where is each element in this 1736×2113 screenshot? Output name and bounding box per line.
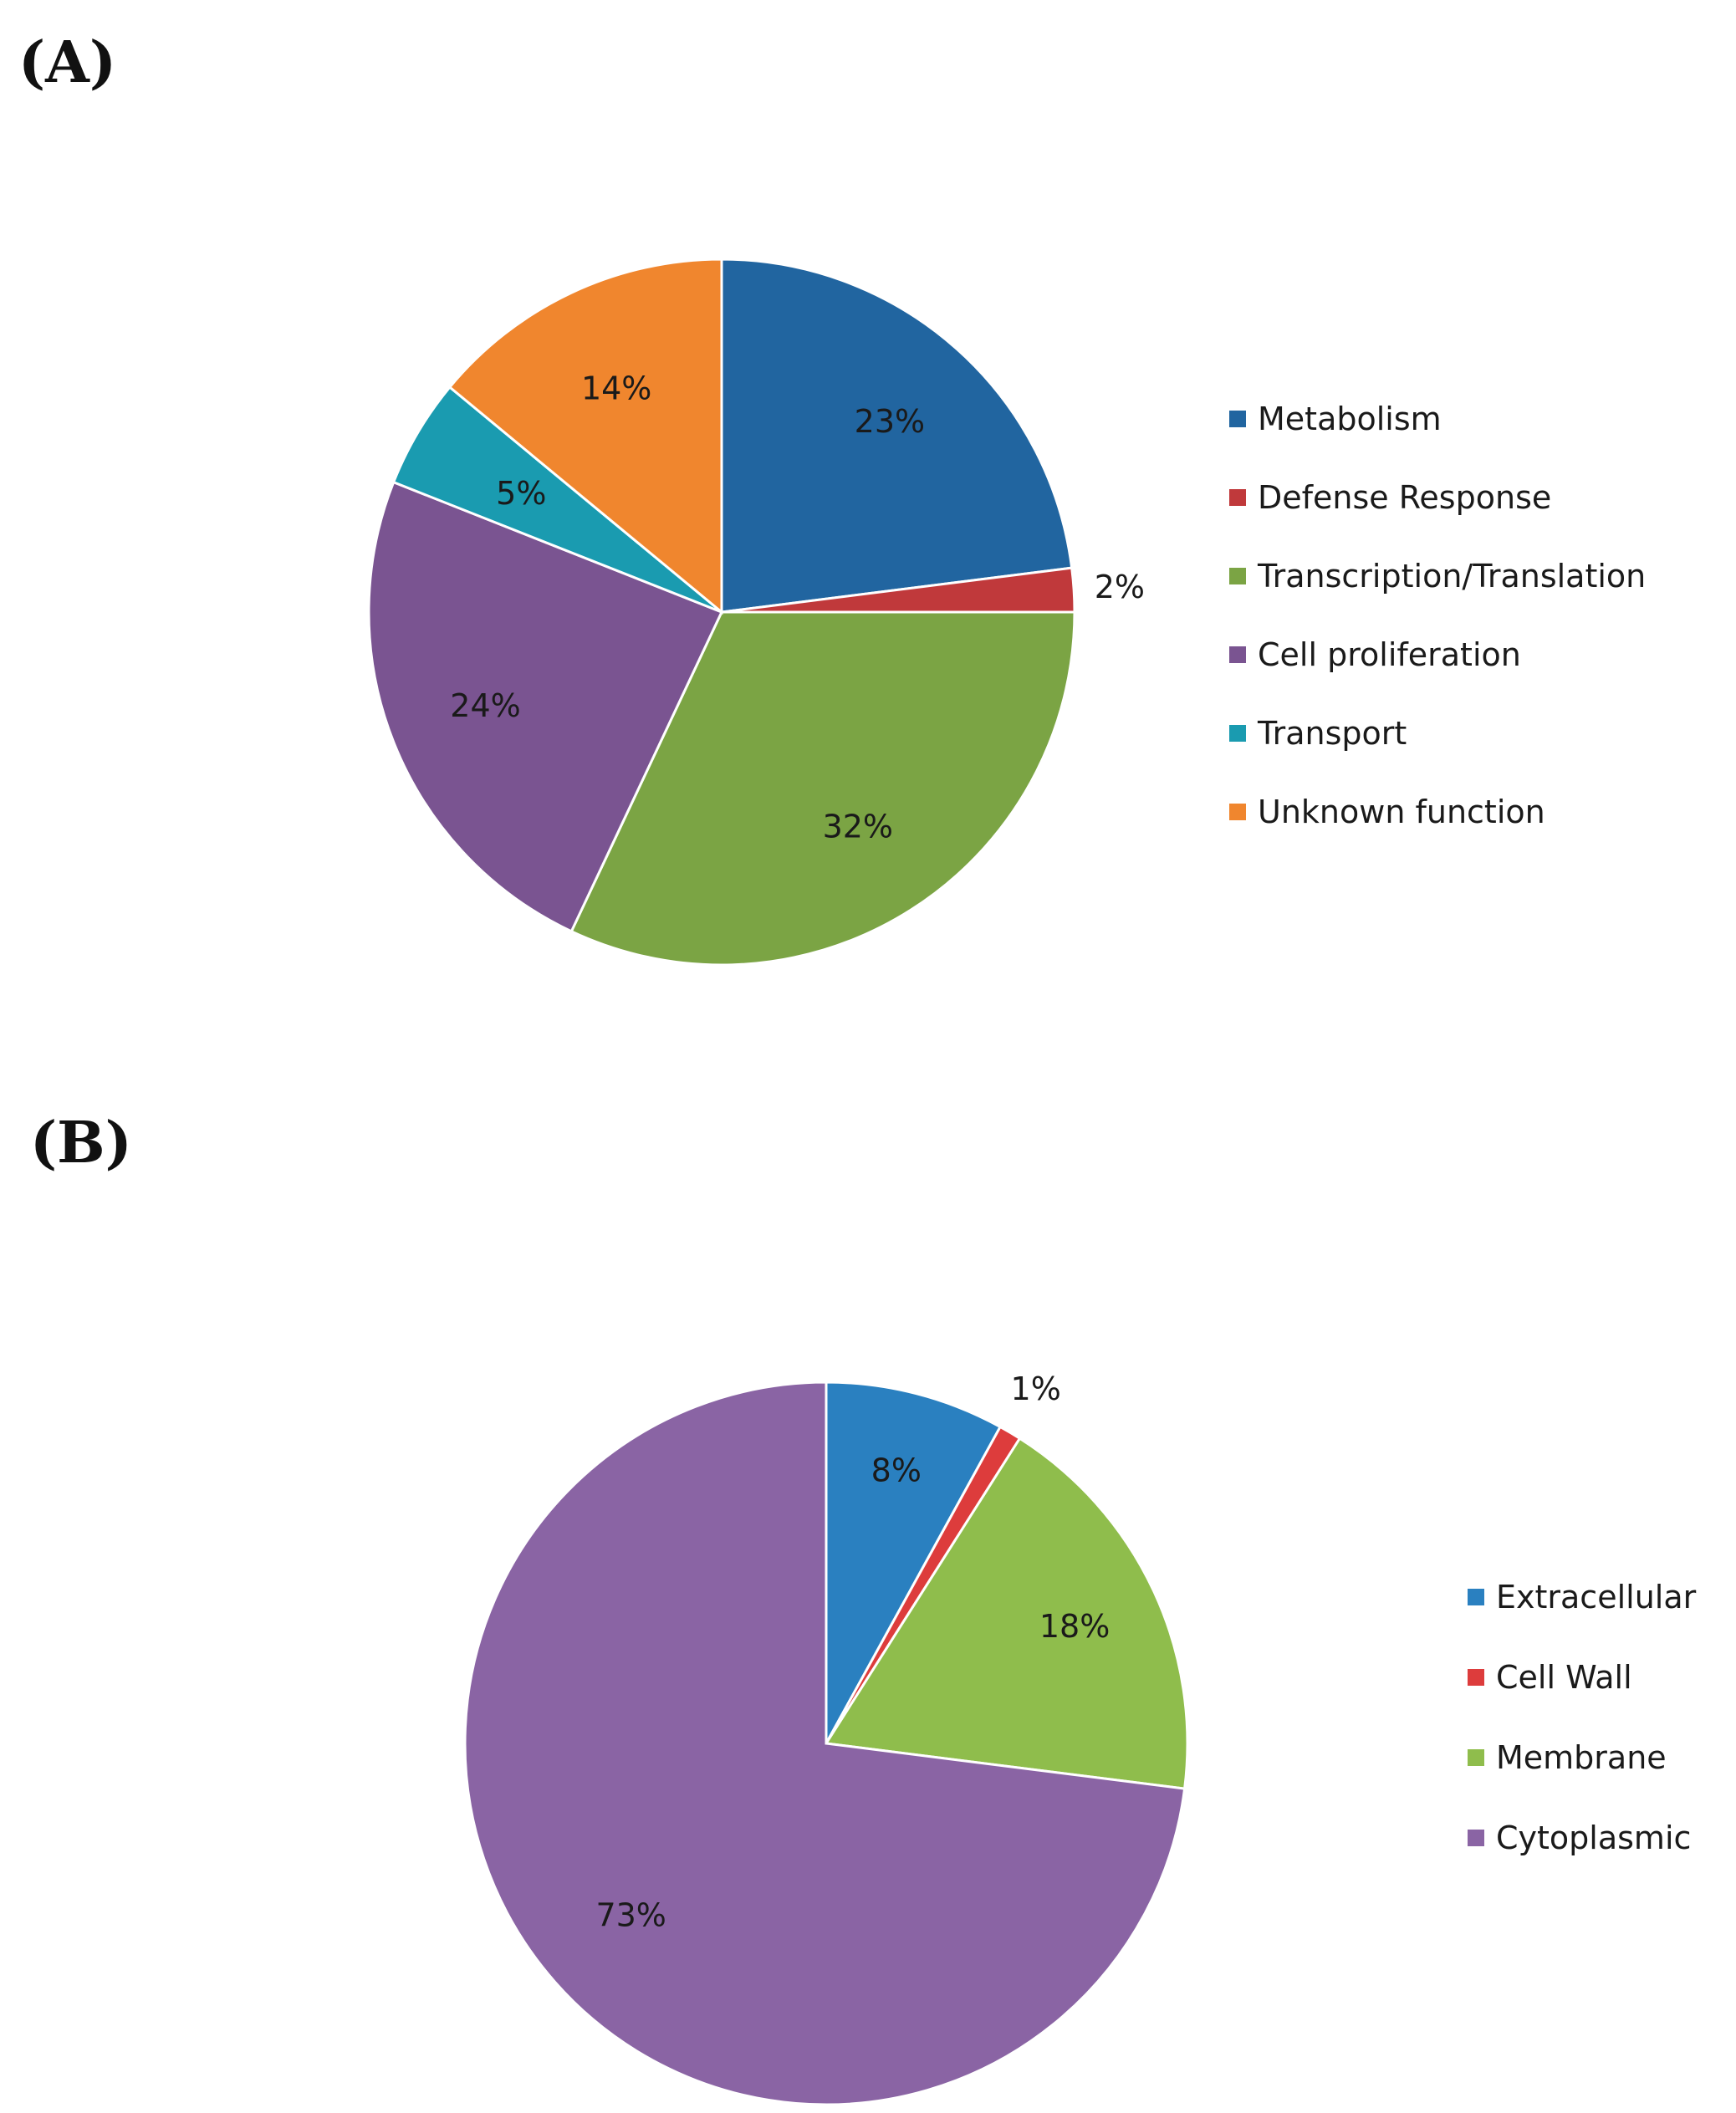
- panel-a: (A) 23% 2% 32% 24% 5% 14% Metabolism Defense R…: [18, 29, 1646, 967]
- data-label-membrane: 18%: [1039, 1608, 1110, 1645]
- data-label-extracellular: 8%: [871, 1452, 922, 1489]
- pie-chart-b: 8% 1% 18% 73%: [463, 1370, 1189, 2106]
- legend-label-defense-response: Defense Response: [1258, 479, 1551, 516]
- pie-slice-transcription-translation: [569, 610, 1076, 967]
- pie-slice-extracellular: [825, 1381, 1003, 1744]
- legend-label-metabolism: Metabolism: [1258, 401, 1442, 437]
- data-label-transport: 5%: [496, 475, 546, 512]
- legend-label-transcription-translation: Transcription/Translation: [1257, 558, 1646, 595]
- legend-swatch-membrane: [1468, 1749, 1484, 1766]
- data-label-unknown-function: 14%: [581, 370, 651, 407]
- legend-swatch-transcription-translation: [1229, 568, 1246, 584]
- legend-a: Metabolism Defense Response Transcription/…: [1229, 401, 1646, 830]
- legend-label-cell-wall: Cell Wall: [1496, 1659, 1632, 1696]
- legend-swatch-metabolism: [1229, 411, 1246, 427]
- data-label-defense-response: 2%: [1095, 569, 1145, 605]
- legend-swatch-cell-proliferation: [1229, 646, 1246, 663]
- pie-slice-cytoplasmic: [463, 1381, 1187, 2106]
- legend-label-unknown-function: Unknown function: [1258, 794, 1545, 830]
- legend-b: Extracellular Cell Wall Membrane Cytoplasmi…: [1468, 1579, 1697, 1856]
- legend-label-cell-proliferation: Cell proliferation: [1258, 636, 1521, 673]
- legend-label-cytoplasmic: Cytoplasmic: [1496, 1820, 1691, 1856]
- legend-swatch-cell-wall: [1468, 1669, 1484, 1686]
- data-label-cell-wall: 1%: [1011, 1370, 1061, 1407]
- legend-swatch-defense-response: [1229, 489, 1246, 506]
- data-label-transcription-translation: 32%: [823, 809, 893, 845]
- legend-label-transport: Transport: [1257, 715, 1407, 752]
- panel-b-label: (B): [30, 1110, 132, 1176]
- pie-slice-membrane: [824, 1437, 1189, 1790]
- data-label-metabolism: 23%: [855, 403, 925, 440]
- data-label-cell-proliferation: 24%: [450, 687, 520, 724]
- pie-chart-a: 23% 2% 32% 24% 5% 14%: [367, 258, 1145, 967]
- pie-slice-unknown-function: [447, 258, 723, 615]
- legend-swatch-transport: [1229, 725, 1246, 742]
- legend-label-extracellular: Extracellular: [1496, 1579, 1697, 1615]
- legend-swatch-extracellular: [1468, 1589, 1484, 1605]
- legend-swatch-cytoplasmic: [1468, 1830, 1484, 1846]
- legend-label-membrane: Membrane: [1496, 1739, 1667, 1776]
- data-label-cytoplasmic: 73%: [595, 1897, 666, 1934]
- panel-a-label: (A): [18, 29, 116, 96]
- pie-slice-metabolism: [720, 258, 1074, 614]
- legend-swatch-unknown-function: [1229, 804, 1246, 820]
- panel-b: (B) 8% 1% 18% 73% Extracellular Cell Wall Mem…: [30, 1110, 1697, 2106]
- pie-slice-cell-proliferation: [367, 480, 724, 933]
